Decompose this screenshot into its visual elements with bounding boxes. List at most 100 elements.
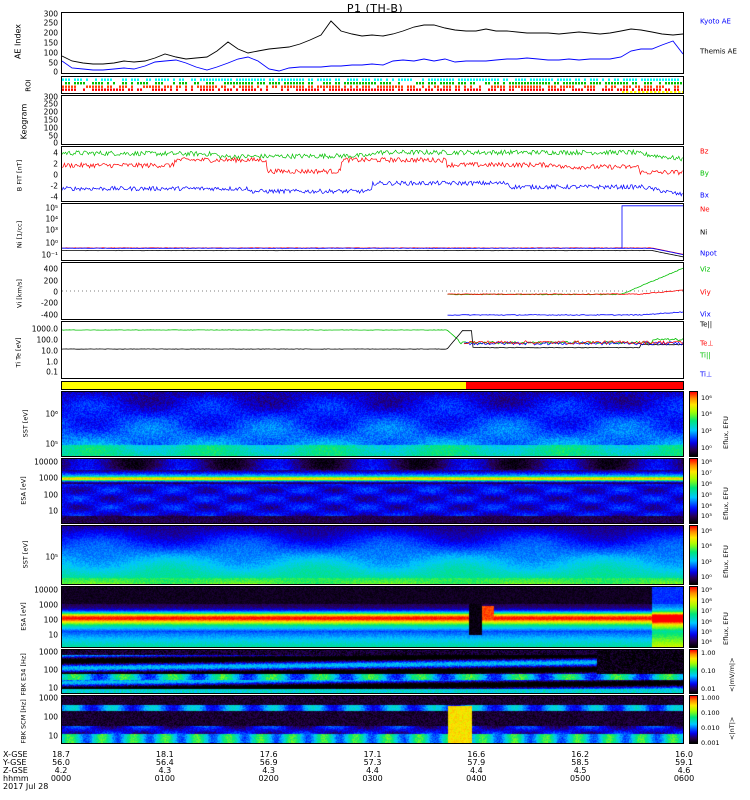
colorbar-esa-ion <box>689 586 698 648</box>
ni-ylabel-text: Ni [1/cc] <box>15 220 24 249</box>
vi-plot <box>62 267 683 316</box>
panel-keogram <box>61 95 684 145</box>
panel-ti-te <box>61 321 684 379</box>
xaxis-x-gse-0600: 16.0 <box>675 750 693 759</box>
ni-ytick-1em1: 10⁻¹ <box>41 250 58 260</box>
bfit-ytick-m4: -4 <box>50 192 58 202</box>
xaxis-y-gse-0300: 57.3 <box>363 758 382 767</box>
xaxis-row-label-y-gse: Y-GSE <box>3 758 27 767</box>
bfit-ytick-2: 2 <box>53 159 58 169</box>
panel-mode-bar <box>61 381 684 390</box>
xaxis-row-label-x-gse: X-GSE <box>3 750 28 759</box>
esa-e-ytick-10: 10 <box>48 506 58 516</box>
ae-ytick-100: 100 <box>43 48 58 58</box>
esa-i-ytick-10: 10 <box>48 630 58 640</box>
ae-ytick-0: 0 <box>53 67 58 77</box>
cb-sst-e-label: Eflux, EFU <box>722 416 730 449</box>
keo-ytick-0: 0 <box>53 138 58 148</box>
xaxis-z-gse-0400: 4.4 <box>469 766 483 775</box>
keo-ytick-200: 200 <box>43 107 58 117</box>
panel-vi <box>61 262 684 320</box>
cb-esa-e-tick-1e5: 10⁵ <box>701 491 712 499</box>
cb-fbk-e-tick-0p01: 0.01 <box>701 685 716 693</box>
colorbar-fbk-scm <box>689 695 698 744</box>
b-fit-plot <box>62 148 683 197</box>
ae-ytick-200: 200 <box>43 28 58 38</box>
cb-sst-e-tick-1e6: 10⁶ <box>701 394 712 402</box>
xaxis-date-label: 2017 Jul 28 <box>3 782 49 791</box>
xaxis-x-gse-0200: 17.6 <box>259 750 278 759</box>
xaxis-z-gse-0600: 4.6 <box>677 766 691 775</box>
xaxis-z-gse-0300: 4.4 <box>366 766 379 775</box>
sst-e-ytick-1e6: 10⁶ <box>45 409 58 419</box>
cb-esa-i-tick-1e5: 10⁵ <box>701 628 712 636</box>
xaxis-z-gse-0100: 4.3 <box>158 766 172 775</box>
cb-sst-i-tick-1e6: 10⁶ <box>701 527 712 535</box>
vi-ytick-m400: -400 <box>40 310 58 320</box>
vi-ylabel: Vi [km/s] <box>16 270 24 318</box>
xaxis-y-gse-0400: 57.9 <box>467 758 486 767</box>
cb-sst-i-tick-1e2: 10² <box>701 558 712 566</box>
sst-ion-ylabel: SST [eV] <box>21 537 30 573</box>
sst-i-ylabel-text: SST [eV] <box>21 540 30 569</box>
legend-by: By <box>700 169 709 178</box>
bfit-ytick-0: 0 <box>53 170 58 180</box>
colorbar-sst-ion <box>689 525 698 585</box>
fbk-b-ytick-100: 100 <box>43 712 58 722</box>
panel-sst-electron <box>61 391 684 457</box>
xaxis-x-gse-0300: 17.1 <box>363 750 382 759</box>
ni-ytick-1e4: 10⁴ <box>45 214 58 224</box>
xaxis-hhmm-0300: 0300 <box>362 774 383 783</box>
cb-fbk-b-label: <|nT|> <box>728 716 736 740</box>
panel-esa-electron <box>61 458 684 524</box>
legend-npot: Npot <box>700 249 717 258</box>
cb-esa-i-tick-1e7: 10⁷ <box>701 607 712 615</box>
legend-ti-par: Ti|| <box>700 351 711 360</box>
legend-viz: Viz <box>700 265 711 274</box>
xaxis-x-gse-0500: 16.2 <box>571 750 590 759</box>
esa-e-ytick-10000: 10000 <box>34 457 58 467</box>
fbk-b-ytick-1000: 1000 <box>38 693 58 703</box>
legend-themis-ae: Themis AE <box>700 47 737 56</box>
fbk-e-ytick-100: 100 <box>43 665 58 675</box>
legend-ti-perp: Ti⊥ <box>700 370 713 379</box>
cb-esa-i-tick-1e4: 10⁴ <box>701 638 712 646</box>
ae-index-plot <box>62 20 683 72</box>
esa-e-ytick-100: 100 <box>43 490 58 500</box>
cb-esa-i-tick-1e9: 10⁹ <box>701 586 712 594</box>
legend-te-par: Te|| <box>700 320 713 329</box>
xaxis-y-gse-0100: 56.4 <box>155 758 174 767</box>
cb-sst-e-tick-1e0: 10⁰ <box>701 444 712 452</box>
ae-ytick-250: 250 <box>43 18 58 28</box>
xaxis-x-gse-0000: 18.7 <box>52 750 70 759</box>
xaxis-hhmm-0400: 0400 <box>466 774 487 783</box>
cb-fbk-e-tick-0p10: 0.10 <box>701 667 716 675</box>
fbk-e-ytick-1000: 1000 <box>38 647 58 657</box>
ti-ytick-1000: 1000.0 <box>31 324 58 334</box>
cb-sst-e-tick-1e4: 10⁴ <box>701 410 712 418</box>
xaxis-z-gse-0200: 4.3 <box>262 766 276 775</box>
cb-fbk-b-tick-0p100: 0.100 <box>701 709 720 717</box>
keo-ytick-100: 100 <box>43 123 58 133</box>
ae-ytick-300: 300 <box>43 9 58 19</box>
ti-ytick-10: 10.0 <box>41 346 58 356</box>
esa-i-ytick-10000: 10000 <box>34 585 58 595</box>
xaxis-row-label-z-gse: Z-GSE <box>3 766 28 775</box>
bfit-ytick-4: 4 <box>53 148 58 158</box>
cb-sst-i-tick-1e0: 10⁰ <box>701 573 712 581</box>
sst-e-ytick-1e5: 10⁵ <box>45 439 58 449</box>
keo-ytick-50: 50 <box>48 131 58 141</box>
ae-index-ylabel: AE Index <box>13 23 23 60</box>
page-title: P1 (TH-B) <box>346 2 404 15</box>
panel-b-fit <box>61 146 684 202</box>
cb-esa-e-tick-1e3: 10³ <box>701 512 712 520</box>
ae-ytick-50: 50 <box>48 58 58 68</box>
xaxis-y-gse-0600: 59.1 <box>675 758 693 767</box>
cb-esa-e-tick-1e7: 10⁷ <box>701 469 712 477</box>
fbk-e-ytick-10: 10 <box>48 683 58 693</box>
esa-i-ytick-100: 100 <box>43 615 58 625</box>
legend-vix: Vix <box>700 310 711 319</box>
cb-esa-e-tick-1e4: 10⁴ <box>701 502 712 510</box>
vi-ytick-200: 200 <box>43 276 58 286</box>
